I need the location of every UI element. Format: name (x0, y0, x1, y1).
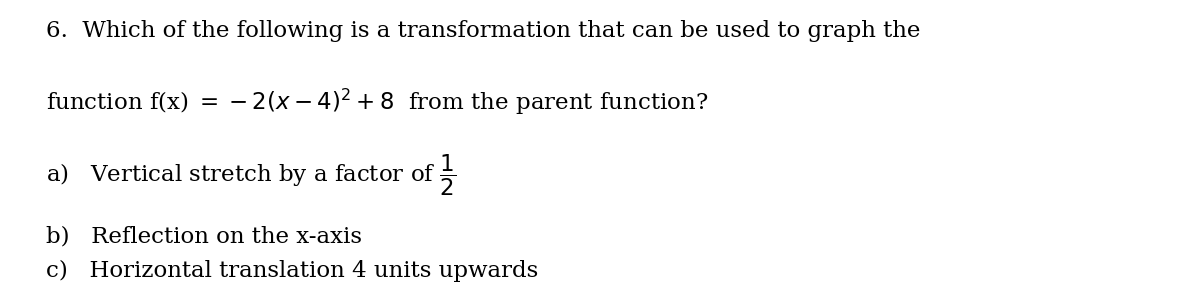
Text: function f(x) $= -2(x - 4)^2 + 8$  from the parent function?: function f(x) $= -2(x - 4)^2 + 8$ from t… (46, 87, 708, 117)
Text: c)   Horizontal translation 4 units upwards: c) Horizontal translation 4 units upward… (46, 260, 538, 282)
Text: b)   Reflection on the x-axis: b) Reflection on the x-axis (46, 225, 361, 247)
Text: a)   Vertical stretch by a factor of $\dfrac{1}{2}$: a) Vertical stretch by a factor of $\dfr… (46, 153, 456, 198)
Text: 6.  Which of the following is a transformation that can be used to graph the: 6. Which of the following is a transform… (46, 20, 920, 42)
